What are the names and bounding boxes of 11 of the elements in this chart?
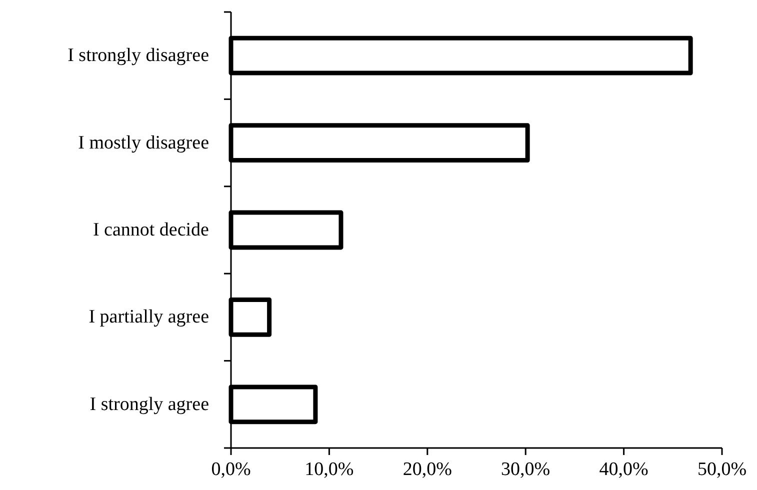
y-tick-label: I mostly disagree xyxy=(78,132,209,154)
x-tick-label: 50,0% xyxy=(697,459,747,480)
y-tick-label: I partially agree xyxy=(88,306,209,328)
y-tick-label: I strongly agree xyxy=(90,394,209,415)
x-tick-label: 10,0% xyxy=(304,459,354,480)
x-tick-label: 40,0% xyxy=(599,459,649,480)
x-tick-label: 0,0% xyxy=(211,459,251,480)
x-tick-label: 20,0% xyxy=(402,459,452,480)
x-tick-label: 30,0% xyxy=(501,459,550,480)
y-tick-label: I cannot decide xyxy=(92,220,209,240)
y-tick-label: I strongly disagree xyxy=(68,45,209,66)
